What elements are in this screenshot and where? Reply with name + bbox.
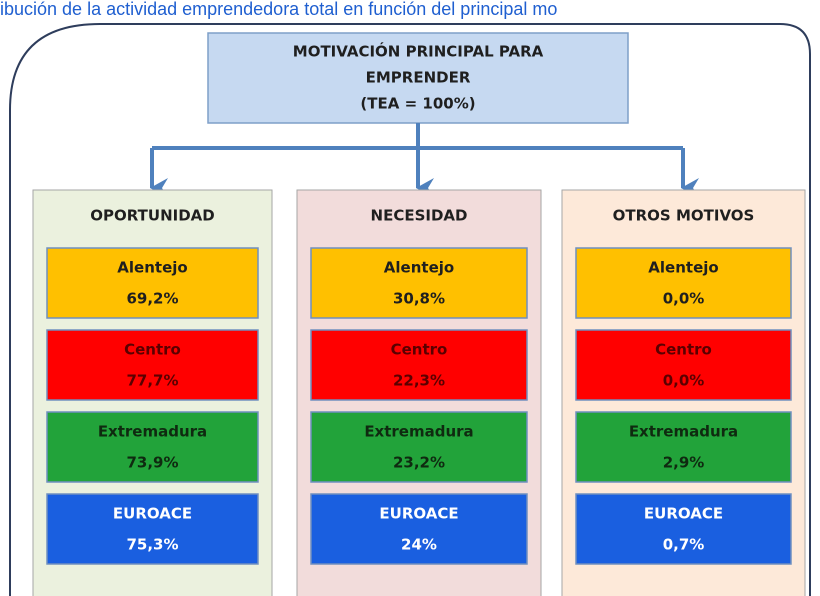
region-value: 24% xyxy=(401,536,437,554)
region-box xyxy=(46,329,259,401)
region-name: Centro xyxy=(124,341,181,359)
region-name: Extremadura xyxy=(364,423,473,441)
outer-frame xyxy=(9,23,811,596)
region-value: 0,0% xyxy=(663,290,705,308)
region-box xyxy=(575,329,792,401)
region-box xyxy=(46,411,259,483)
column-header: OTROS MOTIVOS xyxy=(613,207,755,225)
column-header: OPORTUNIDAD xyxy=(90,207,214,225)
region-box xyxy=(310,247,528,319)
top-line: EMPRENDER xyxy=(366,69,471,87)
region-value: 0,7% xyxy=(663,536,705,554)
region-name: Centro xyxy=(391,341,448,359)
region-value: 22,3% xyxy=(393,372,445,390)
region-value: 73,9% xyxy=(126,454,178,472)
region-box xyxy=(46,493,259,565)
page-title: ibución de la actividad emprendedora tot… xyxy=(0,0,557,19)
region-box xyxy=(575,493,792,565)
region-value: 0,0% xyxy=(663,372,705,390)
top-line: (TEA = 100%) xyxy=(360,95,475,113)
region-value: 30,8% xyxy=(393,290,445,308)
region-value: 77,7% xyxy=(126,372,178,390)
connectors xyxy=(150,123,699,198)
region-value: 23,2% xyxy=(393,454,445,472)
region-name: Alentejo xyxy=(648,259,718,277)
region-name: Extremadura xyxy=(629,423,738,441)
region-value: 75,3% xyxy=(126,536,178,554)
region-box xyxy=(310,493,528,565)
region-name: EUROACE xyxy=(379,505,458,523)
column-header: NECESIDAD xyxy=(371,207,468,225)
region-box xyxy=(46,247,259,319)
region-name: EUROACE xyxy=(113,505,192,523)
content: MOTIVACIÓN PRINCIPAL PARA EMPRENDER (TEA =… xyxy=(32,42,806,596)
region-name: Centro xyxy=(655,341,712,359)
region-name: EUROACE xyxy=(644,505,723,523)
region-name: Extremadura xyxy=(98,423,207,441)
region-box xyxy=(310,329,528,401)
region-box xyxy=(310,411,528,483)
region-value: 2,9% xyxy=(663,454,705,472)
region-value: 69,2% xyxy=(126,290,178,308)
top-line: MOTIVACIÓN PRINCIPAL PARA xyxy=(293,42,544,61)
region-name: Alentejo xyxy=(117,259,187,277)
region-box xyxy=(575,247,792,319)
region-box xyxy=(575,411,792,483)
region-name: Alentejo xyxy=(384,259,454,277)
